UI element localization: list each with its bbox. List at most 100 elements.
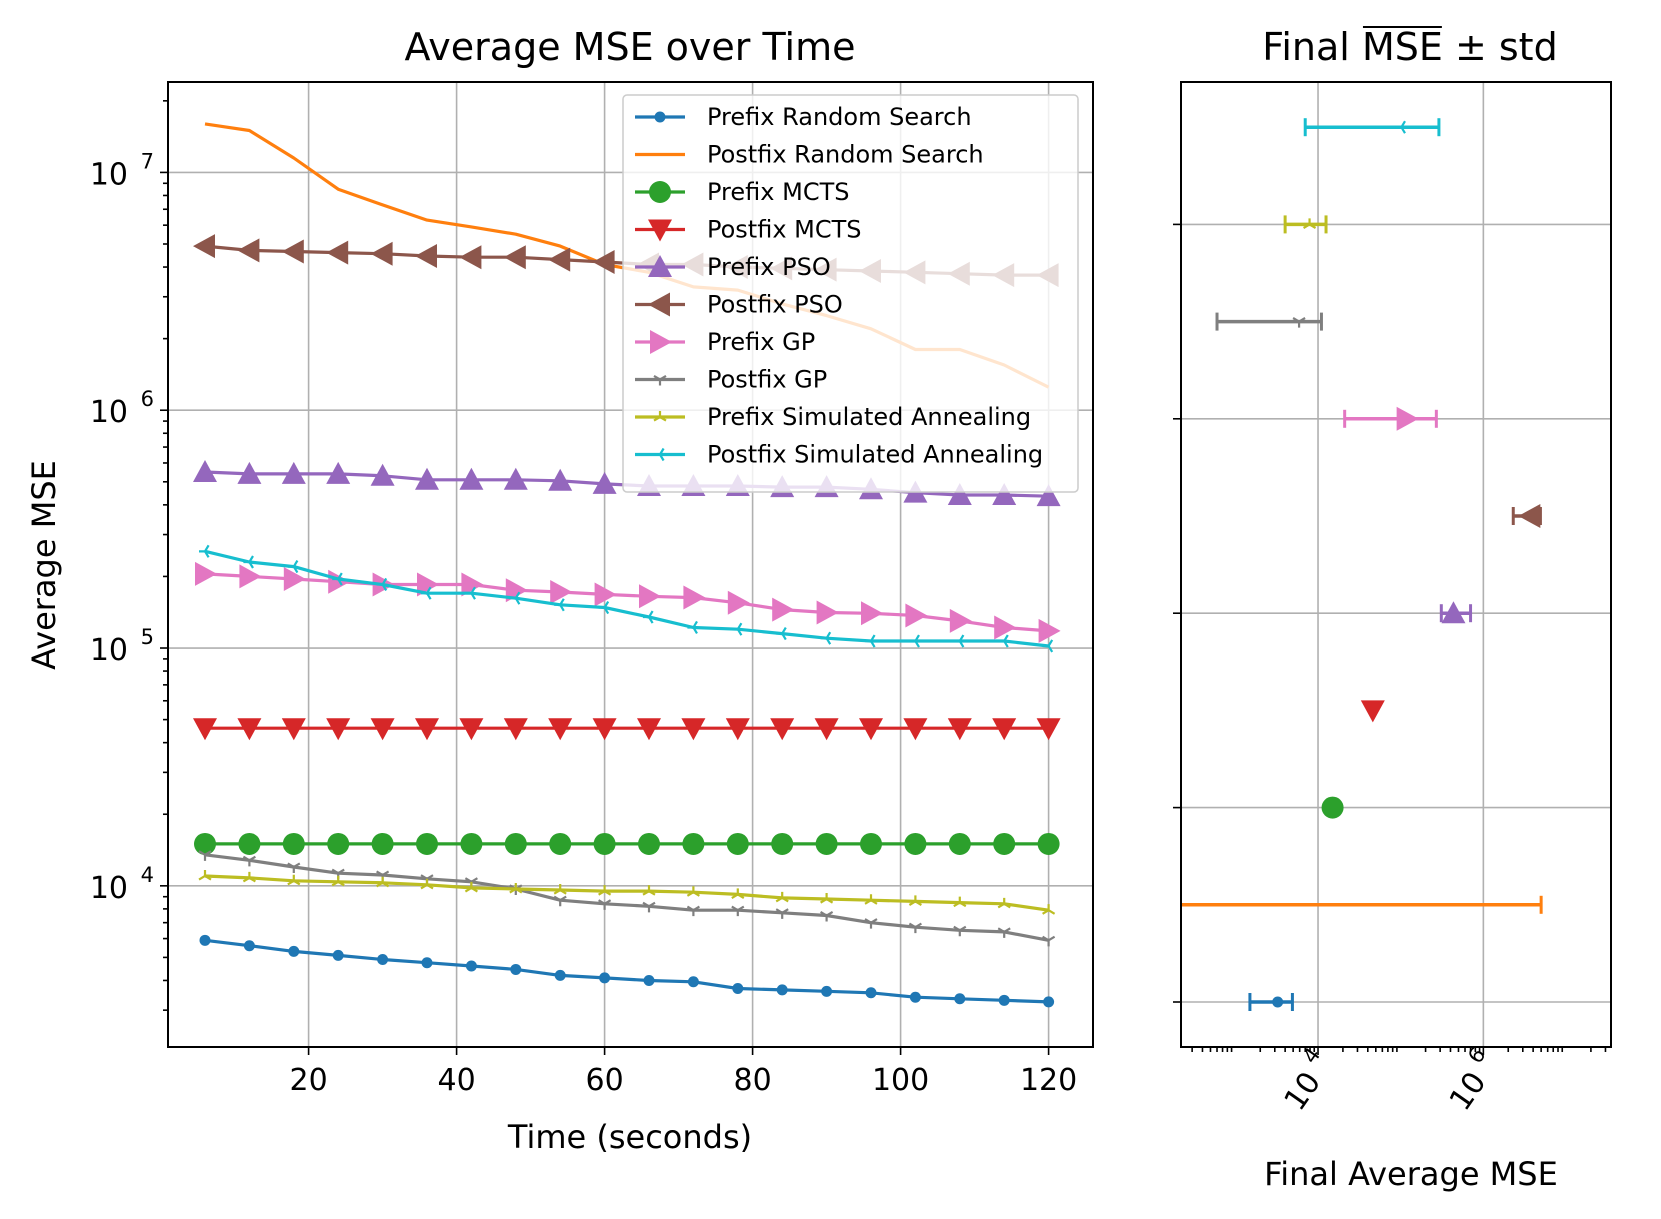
- data-point: [908, 895, 922, 906]
- data-point: [332, 949, 344, 961]
- data-point: [1043, 996, 1055, 1008]
- data-point: [643, 974, 655, 986]
- legend-label: Postfix GP: [707, 366, 827, 394]
- legend-marker: [648, 292, 670, 317]
- legend-entry: Prefix Random Search: [635, 103, 972, 131]
- data-point: [242, 855, 256, 867]
- legend-marker: [653, 411, 667, 422]
- data-point: [770, 718, 795, 741]
- data-point: [1036, 484, 1061, 507]
- data-point: [553, 895, 567, 907]
- data-point: [683, 585, 706, 610]
- errorbar-prefix-pso: [1439, 601, 1473, 624]
- series-line: [204, 549, 1049, 648]
- data-point: [732, 983, 744, 995]
- x-tick-label: 20: [290, 1063, 328, 1098]
- series-line: [204, 874, 1049, 912]
- errorbar-postfix-pso: [1511, 504, 1542, 528]
- y-tick-exponent: 5: [141, 625, 154, 649]
- mean-marker: [1321, 796, 1344, 819]
- data-point: [503, 718, 528, 741]
- data-point: [954, 993, 966, 1005]
- legend-marker: [648, 219, 672, 242]
- legend-label: Postfix Random Search: [707, 141, 984, 169]
- legend-label: Postfix MCTS: [707, 216, 862, 244]
- data-point: [1042, 935, 1056, 947]
- data-point: [949, 608, 972, 633]
- left-ticks: 20 40 60 80 100 120 10 4 10 5 10 6 10 7: [90, 100, 1077, 1098]
- data-point: [199, 544, 210, 558]
- data-point: [598, 885, 612, 896]
- legend-label: Prefix GP: [707, 328, 815, 356]
- mean-marker: [1396, 406, 1419, 431]
- legend-marker: [653, 374, 667, 386]
- errorbar-postfix-simulated-annealing: [1303, 118, 1441, 137]
- data-point: [326, 240, 349, 265]
- mean-marker: [1292, 317, 1306, 328]
- data-point: [504, 832, 527, 855]
- data-point: [548, 468, 573, 491]
- data-point: [287, 560, 299, 574]
- data-point: [1042, 639, 1054, 653]
- data-point: [594, 582, 617, 607]
- legend-entry: Prefix Simulated Annealing: [635, 403, 1031, 431]
- data-point: [243, 940, 255, 952]
- data-point: [509, 591, 521, 605]
- data-point: [282, 832, 305, 855]
- y-tick-label: 10: [90, 157, 128, 192]
- data-point: [731, 905, 745, 917]
- data-point: [1036, 718, 1061, 741]
- data-point: [905, 603, 928, 628]
- series-line: [204, 938, 1049, 1004]
- data-point: [997, 897, 1011, 909]
- data-point: [548, 247, 571, 272]
- data-point: [642, 885, 656, 896]
- data-point: [864, 894, 878, 905]
- data-point: [376, 577, 388, 592]
- x-tick-label: 106: [1443, 1043, 1494, 1117]
- data-point: [327, 832, 350, 855]
- data-point: [237, 718, 262, 741]
- data-point: [908, 922, 922, 934]
- data-point: [370, 241, 393, 266]
- data-point: [459, 718, 484, 741]
- data-point: [461, 572, 484, 597]
- data-point: [1037, 832, 1060, 855]
- data-point: [815, 832, 838, 855]
- data-point: [726, 832, 749, 855]
- data-point: [549, 832, 572, 855]
- errorbar-postfix-mcts: [1360, 700, 1385, 723]
- data-point: [1042, 904, 1056, 915]
- data-point: [510, 963, 522, 975]
- data-point: [993, 832, 1016, 855]
- data-point: [553, 884, 567, 895]
- data-point: [283, 567, 306, 592]
- data-point: [998, 634, 1009, 648]
- data-point: [998, 994, 1010, 1006]
- data-point: [550, 580, 573, 605]
- data-point: [772, 597, 795, 622]
- right-title-prefix: Final: [1262, 25, 1362, 69]
- x-tick-label: 40: [438, 1063, 476, 1098]
- legend-entry: Prefix MCTS: [635, 178, 849, 206]
- data-point: [198, 869, 212, 881]
- data-point: [332, 572, 343, 586]
- data-point: [820, 910, 834, 922]
- data-point: [593, 832, 616, 855]
- line-chart: 20 40 60 80 100 120 10 4 10 5 10 6 10 7 Average MSE o…: [25, 25, 1094, 1156]
- data-point: [598, 600, 610, 615]
- data-point: [681, 718, 706, 741]
- mean-marker: [1395, 120, 1406, 134]
- data-point: [953, 896, 967, 908]
- data-point: [415, 467, 439, 490]
- series-prefix-simulated-annealing: [198, 869, 1056, 915]
- y-tick-label: 10: [90, 871, 128, 906]
- mean-marker: [1272, 996, 1284, 1008]
- data-point: [195, 561, 217, 586]
- data-point: [637, 718, 661, 741]
- data-point: [820, 893, 834, 904]
- series-prefix-mcts: [194, 832, 1060, 855]
- data-point: [193, 234, 215, 259]
- left-chart-title: Average MSE over Time: [405, 25, 856, 69]
